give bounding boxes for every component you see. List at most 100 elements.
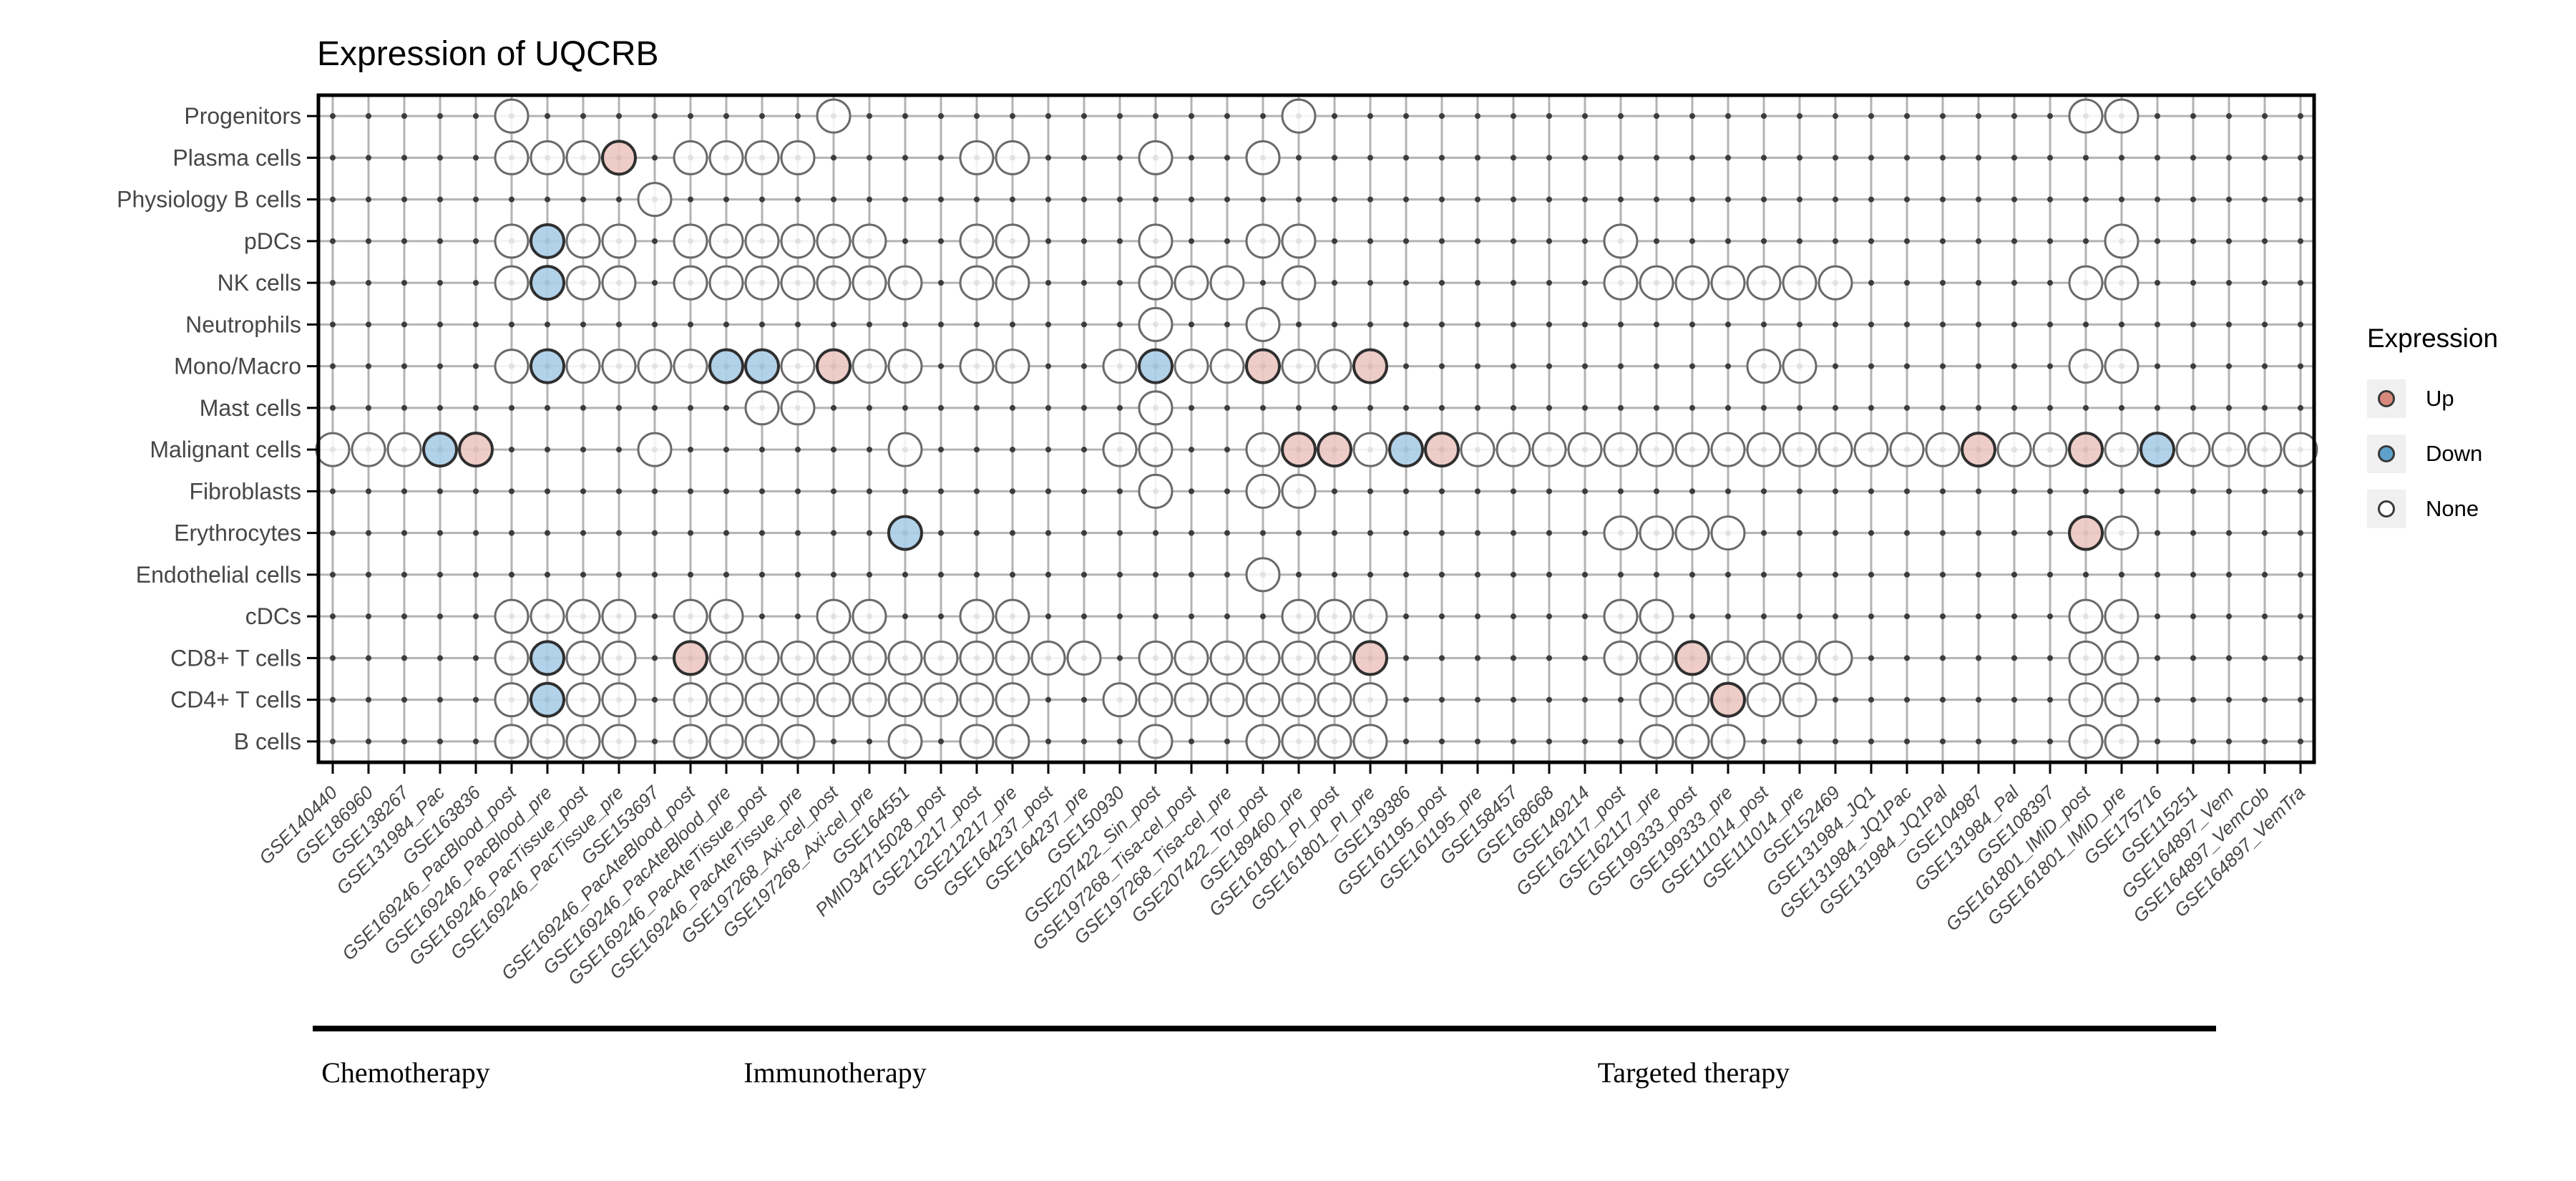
legend-key (2367, 434, 2406, 473)
expression-dot (494, 265, 530, 301)
expression-dot (2104, 265, 2140, 301)
expression-dot (1138, 265, 1174, 301)
expression-dot (1782, 432, 1818, 467)
expression-dot (708, 724, 744, 759)
legend-label: Up (2426, 386, 2454, 411)
expression-dot (708, 140, 744, 175)
expression-dot (530, 223, 565, 259)
expression-dot (1245, 682, 1281, 718)
expression-dot (744, 682, 780, 718)
expression-dot (1639, 598, 1674, 634)
expression-dot (1531, 432, 1567, 467)
expression-dot (1245, 473, 1281, 509)
expression-dot (1352, 640, 1388, 676)
expression-dot (959, 223, 995, 259)
expression-dot (780, 682, 816, 718)
expression-dot (1746, 640, 1782, 676)
expression-dot (887, 515, 923, 551)
therapy-group-label: Immunotherapy (743, 1056, 927, 1089)
expression-dot (2104, 515, 2140, 551)
expression-dot (816, 682, 852, 718)
expression-dot (601, 598, 637, 634)
expression-dot (1030, 640, 1066, 676)
expression-dot (637, 432, 673, 467)
expression-dot (2068, 515, 2104, 551)
expression-dot (494, 724, 530, 759)
expression-dot (673, 598, 708, 634)
expression-dot (1209, 640, 1245, 676)
expression-dot (959, 349, 995, 384)
y-tick-label: Mono/Macro (174, 354, 301, 379)
expression-dot (1674, 515, 1710, 551)
expression-dot (2104, 724, 2140, 759)
expression-dot (887, 682, 923, 718)
expression-dot (1174, 682, 1209, 718)
expression-dot (601, 140, 637, 176)
expression-dot (1388, 432, 1424, 468)
expression-dot (1352, 432, 1388, 467)
expression-dot (2175, 432, 2211, 467)
expression-dot (1818, 265, 1853, 301)
expression-dot (1317, 640, 1352, 676)
expression-dot (852, 682, 887, 718)
expression-dot (1460, 432, 1496, 467)
expression-dot (1710, 681, 1746, 718)
expression-dot (816, 265, 852, 301)
expression-dot (708, 598, 744, 634)
expression-dots (315, 98, 2318, 759)
expression-dot (2068, 432, 2104, 468)
expression-dot (1281, 640, 1317, 676)
expression-dot (1746, 432, 1782, 467)
y-tick-label: Fibroblasts (190, 478, 302, 504)
expression-dot (1245, 223, 1281, 259)
expression-dot (995, 598, 1030, 634)
expression-dot (887, 265, 923, 301)
y-tick-label: Neutrophils (185, 311, 301, 337)
expression-dot (1710, 640, 1746, 676)
expression-dot (852, 598, 887, 634)
expression-dot (816, 98, 852, 134)
expression-dot (1567, 432, 1603, 467)
expression-dot (1138, 473, 1174, 509)
expression-dot (923, 682, 959, 718)
expression-dot (1818, 640, 1853, 676)
expression-dot (1245, 640, 1281, 676)
expression-dot (1138, 682, 1174, 718)
expression-dot (780, 140, 816, 175)
expression-dot (744, 223, 780, 259)
expression-dot (2068, 265, 2104, 301)
expression-dot (637, 349, 673, 384)
expression-dot (1317, 682, 1352, 718)
expression-dot (1710, 265, 1746, 301)
expression-dot (673, 349, 708, 384)
expression-dot (959, 682, 995, 718)
expression-dot (530, 681, 565, 718)
expression-dot (1352, 682, 1388, 718)
y-tick-label: CD4+ T cells (170, 687, 301, 713)
expression-dot (1853, 432, 1889, 467)
legend-key (2367, 379, 2406, 418)
legend-title: Expression (2367, 324, 2499, 353)
expression-dot (494, 140, 530, 175)
expression-dot (565, 349, 601, 384)
expression-dot (1245, 432, 1281, 467)
plot-border (316, 93, 2316, 764)
expression-dot (1281, 473, 1317, 509)
expression-dot (1639, 640, 1674, 676)
y-tick-label: Progenitors (184, 103, 301, 129)
expression-dot (852, 349, 887, 384)
expression-dot (494, 98, 530, 134)
expression-dot (744, 265, 780, 301)
expression-dot (494, 598, 530, 634)
expression-dot (852, 265, 887, 301)
expression-dot (1603, 515, 1639, 551)
expression-dot (2068, 349, 2104, 384)
y-tick-label: Plasma cells (172, 145, 301, 170)
expression-dot (1603, 223, 1639, 259)
expression-dot (1317, 724, 1352, 759)
expression-dot (530, 640, 565, 676)
expression-dot (708, 265, 744, 301)
expression-dot (1102, 349, 1138, 384)
up-dot-icon (2378, 390, 2395, 407)
